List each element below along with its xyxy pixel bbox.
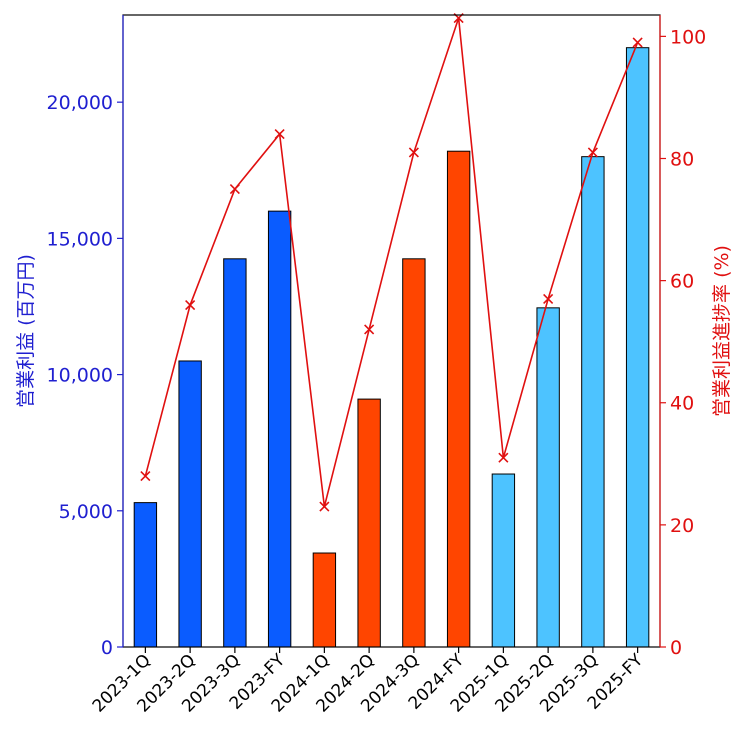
progress-marker-2024-3Q [408, 147, 419, 158]
y-axis-label-left: 営業利益 (百万円) [15, 254, 37, 408]
bar-2024-2Q [357, 398, 381, 648]
left-tick-label: 20,000 [47, 92, 113, 114]
progress-marker-2024-2Q [364, 324, 375, 335]
progress-marker-2025-3Q [587, 147, 598, 158]
left-tick-label: 15,000 [47, 228, 113, 250]
right-tick-label: 80 [670, 148, 694, 170]
progress-marker-2025-2Q [543, 293, 554, 305]
right-tick-label: 0 [670, 637, 682, 659]
plot-frame [122, 14, 661, 648]
left-tick-label: 5,000 [59, 501, 113, 523]
right-tick-label: 40 [670, 393, 694, 415]
bar-2025-1Q [491, 473, 516, 648]
bar-2023-FY [267, 210, 292, 648]
bar-2024-3Q [402, 258, 426, 648]
left-tick-label: 0 [101, 637, 113, 659]
bar-2025-FY [625, 47, 650, 648]
progress-marker-2023-FY [274, 129, 285, 140]
right-tick-label: 60 [670, 271, 694, 293]
progress-marker-2023-1Q [140, 470, 151, 482]
progress-line [144, 17, 639, 507]
progress-marker-2025-1Q [498, 452, 509, 463]
left-tick-label: 10,000 [47, 365, 113, 387]
bar-2024-1Q [312, 552, 337, 648]
bar-2025-2Q [536, 307, 560, 648]
bar-2023-3Q [223, 258, 247, 648]
progress-marker-2025-FY [632, 37, 643, 48]
left-axis: 0 5,000 10,000 15,000 20,000 [47, 15, 124, 659]
bar-2023-1Q [133, 502, 158, 648]
right-axis: 0 20 40 60 80 100 [659, 15, 706, 659]
progress-marker-2024-1Q [319, 501, 330, 512]
x-axis: 2023-1Q2023-2Q2023-3Q2023-FY2024-1Q2024-… [89, 647, 648, 717]
bars-group [133, 47, 650, 648]
y-axis-label-right: 営業利益進捗率 (%) [711, 245, 733, 417]
progress-marker-2023-3Q [229, 183, 240, 195]
progress-line-group [140, 12, 643, 512]
bar-2024-FY [446, 150, 471, 648]
bar-2025-3Q [581, 156, 605, 648]
right-tick-label: 100 [670, 26, 706, 48]
bar-2023-2Q [178, 360, 202, 648]
progress-marker-2023-2Q [185, 299, 196, 311]
right-tick-label: 20 [670, 515, 694, 537]
